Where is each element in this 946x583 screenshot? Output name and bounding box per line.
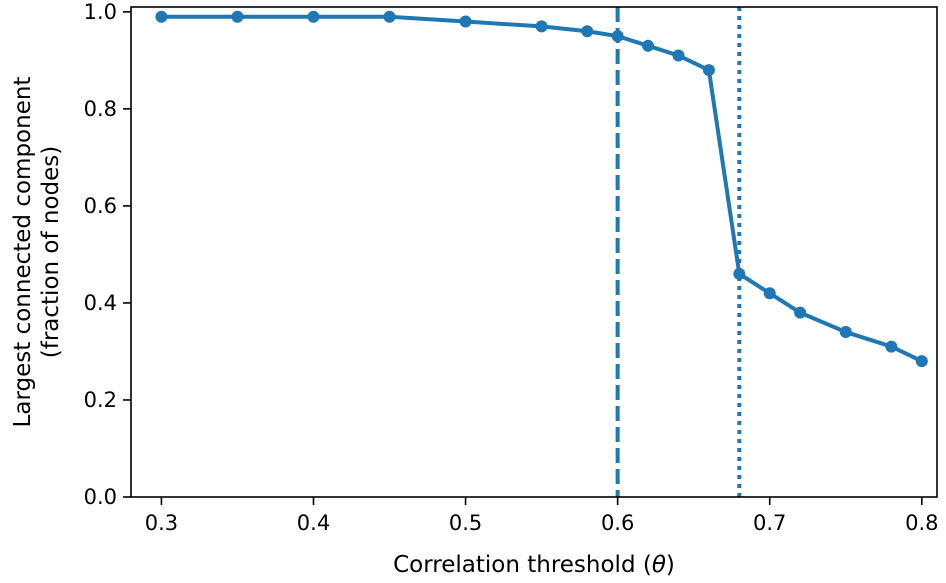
y-tick-label: 0.8	[84, 97, 117, 121]
data-point	[672, 49, 685, 62]
data-point	[794, 306, 807, 319]
x-tick-label: 0.5	[449, 511, 482, 535]
data-point	[839, 326, 852, 339]
series-layer	[155, 10, 928, 368]
x-tick-label: 0.3	[145, 511, 178, 535]
y-tick-label: 0.4	[84, 291, 117, 315]
y-tick-label: 1.0	[84, 0, 117, 24]
data-point	[459, 15, 472, 28]
data-point	[307, 10, 320, 23]
data-point	[733, 267, 746, 280]
data-point	[383, 10, 396, 23]
x-tick-label: 0.8	[905, 511, 938, 535]
data-point	[885, 340, 898, 353]
data-point	[611, 30, 624, 43]
data-point	[155, 10, 168, 23]
reference-lines	[615, 7, 742, 497]
x-axis-ticks: 0.3 0.4 0.5 0.6 0.7 0.8	[145, 497, 938, 535]
y-axis-ticks: 0.0 0.2 0.4 0.6 0.8 1.0	[84, 0, 131, 509]
data-point	[642, 39, 655, 52]
y-tick-label: 0.2	[84, 388, 117, 412]
data-point	[581, 25, 594, 38]
data-point	[763, 287, 776, 300]
y-axis-label: Largest connected component (fraction of…	[10, 77, 64, 428]
y-axis-label-line2: (fraction of nodes)	[38, 146, 64, 358]
x-tick-label: 0.4	[297, 511, 330, 535]
axes	[130, 6, 938, 498]
x-tick-label: 0.7	[753, 511, 786, 535]
data-point	[915, 355, 928, 368]
data-point	[702, 64, 715, 77]
x-axis-label: Correlation threshold (θ)	[393, 552, 675, 578]
y-tick-label: 0.6	[84, 194, 117, 218]
y-axis-label-line1: Largest connected component	[10, 77, 36, 428]
plot-frame	[130, 6, 938, 498]
data-point	[535, 20, 548, 33]
data-point	[231, 10, 244, 23]
series-line	[159, 14, 924, 364]
x-tick-label: 0.6	[601, 511, 634, 535]
y-tick-label: 0.0	[84, 485, 117, 509]
